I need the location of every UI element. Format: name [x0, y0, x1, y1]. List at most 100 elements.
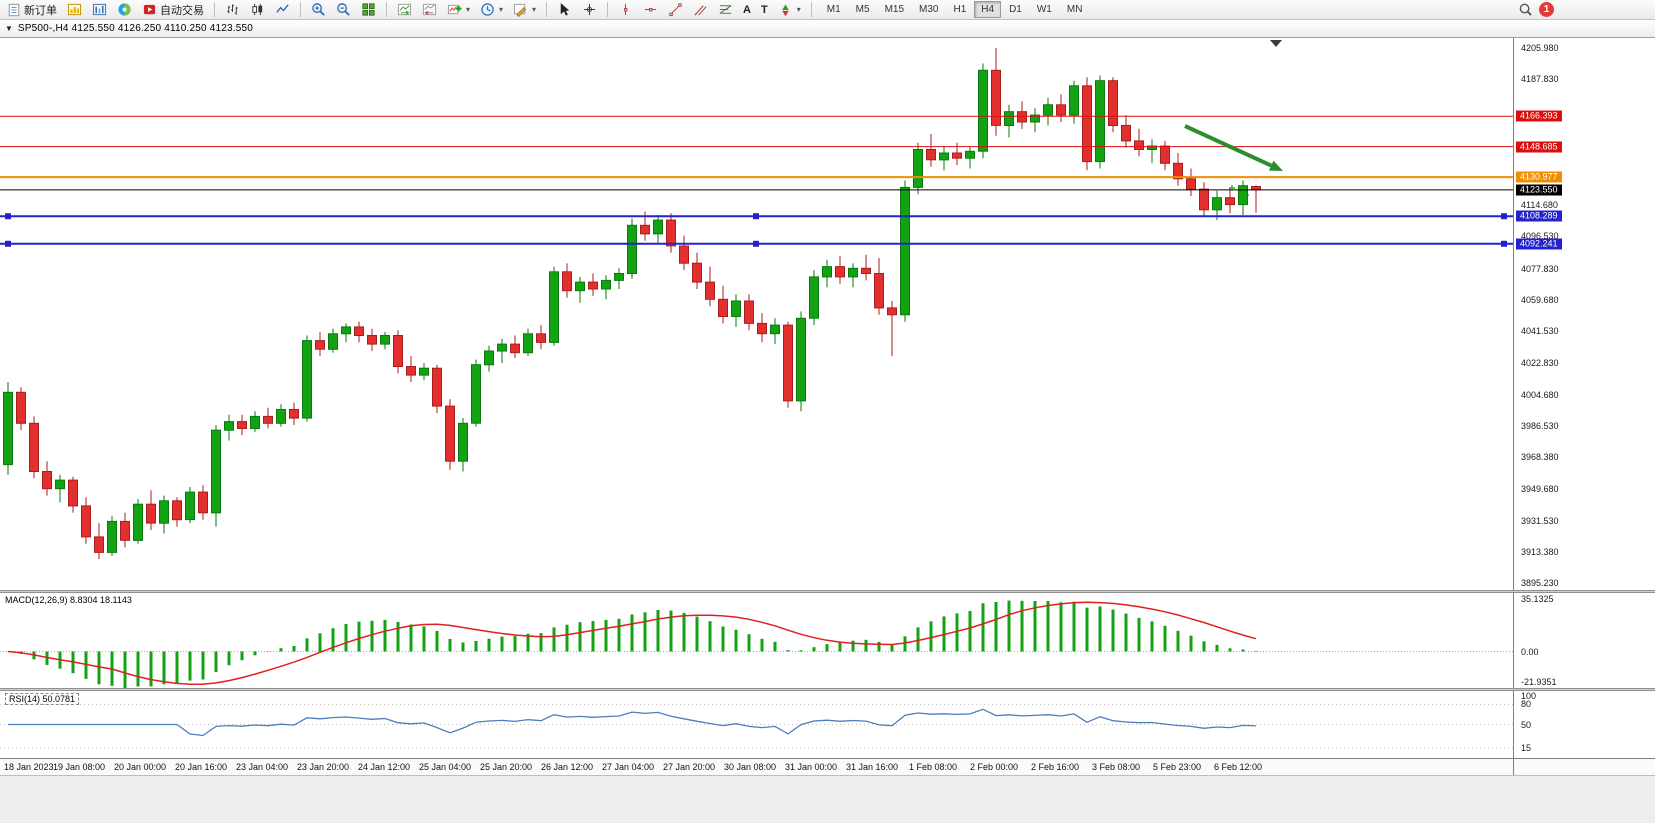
- horizontal-line-icon: [643, 2, 658, 17]
- time-axis-label: 27 Jan 20:00: [662, 762, 716, 772]
- rsi-axis-label: 50: [1521, 719, 1532, 730]
- template-icon: [513, 2, 528, 17]
- macd-axis-label: 35.1325: [1521, 594, 1554, 604]
- channel-icon: [693, 2, 708, 17]
- price-axis-label: 4004.680: [1521, 389, 1559, 400]
- toolbar-separator: [300, 2, 301, 17]
- candlestick-chart-button[interactable]: [246, 1, 269, 19]
- toolbar-separator: [386, 2, 387, 17]
- search-button[interactable]: [1514, 1, 1537, 19]
- rsi-levels: [0, 703, 1513, 749]
- panel-divider[interactable]: [0, 688, 1655, 691]
- candles-layer: [3, 48, 1261, 560]
- shapes-dropdown-caret[interactable]: ▾: [796, 5, 801, 14]
- auto-scroll-button[interactable]: [393, 1, 416, 19]
- periods-dropdown-caret[interactable]: ▾: [499, 5, 504, 14]
- market-watch-button[interactable]: [88, 1, 111, 19]
- templates-dropdown-caret[interactable]: ▾: [532, 5, 537, 14]
- tile-windows-button[interactable]: [357, 1, 380, 19]
- panel-divider[interactable]: [0, 590, 1655, 593]
- crosshair-button[interactable]: [578, 1, 601, 19]
- channel-tool-button[interactable]: [689, 1, 712, 19]
- timeframe-button-d1[interactable]: D1: [1002, 1, 1029, 18]
- bar-chart-button[interactable]: [221, 1, 244, 19]
- time-axis-label: 26 Jan 12:00: [540, 762, 594, 772]
- macd-plot-svg[interactable]: [0, 593, 1513, 688]
- price-axis-label: 4059.680: [1521, 294, 1559, 305]
- macd-signal-line: [7, 601, 1257, 686]
- time-axis-label: 2 Feb 00:00: [969, 762, 1019, 772]
- label-tool-button[interactable]: T: [757, 1, 772, 19]
- periods-button[interactable]: ▾: [476, 1, 507, 19]
- time-axis[interactable]: 18 Jan 2023 19 Jan 08:00 20 Jan 00:00 20 Ja…: [0, 758, 1513, 775]
- horizontal-line-tool-button[interactable]: [639, 1, 662, 19]
- autotrading-icon: [142, 2, 157, 17]
- tile-windows-icon: [361, 2, 376, 17]
- templates-button[interactable]: ▾: [509, 1, 540, 19]
- fibonacci-tool-button[interactable]: [714, 1, 737, 19]
- timeframe-button-h1[interactable]: H1: [946, 1, 973, 18]
- timeframe-button-m30[interactable]: M30: [912, 1, 945, 18]
- cursor-icon: [557, 2, 572, 17]
- window-background: [0, 775, 1655, 823]
- rsi-axis-label: 100: [1521, 691, 1537, 701]
- new-order-button[interactable]: 新订单: [3, 1, 61, 19]
- price-tick-marker: [1243, 192, 1249, 198]
- rsi-axis-label: 15: [1521, 743, 1532, 753]
- timeframe-button-w1[interactable]: W1: [1030, 1, 1059, 18]
- price-axis-label: 3986.530: [1521, 420, 1559, 431]
- chart-shift-button[interactable]: [418, 1, 441, 19]
- market-watch-icon: [92, 2, 107, 17]
- rsi-panel[interactable]: RSI(14) 50.0781: [0, 691, 1513, 758]
- auto-scroll-icon: [397, 2, 412, 17]
- charts-button[interactable]: [63, 1, 86, 19]
- price-axis[interactable]: 4205.980 4187.830 4114.680 4096.530 4077.830…: [1513, 38, 1655, 590]
- time-axis-label: 27 Jan 04:00: [601, 762, 655, 772]
- rsi-axis[interactable]: 100 80 50 15: [1513, 691, 1655, 758]
- price-line-badge: 4148.685: [1516, 141, 1562, 153]
- zoom-in-button[interactable]: [307, 1, 330, 19]
- autotrading-button[interactable]: 自动交易: [138, 1, 208, 19]
- indicators-dropdown-caret[interactable]: ▾: [466, 5, 471, 14]
- rsi-line: [8, 708, 1257, 737]
- rsi-plot-svg[interactable]: [0, 691, 1513, 758]
- price-axis-label: 4114.680: [1521, 200, 1558, 211]
- timeframe-button-m1[interactable]: M1: [820, 1, 848, 18]
- chart-menu-icon[interactable]: ▼: [5, 23, 13, 33]
- price-line-badge: 4166.393: [1516, 110, 1562, 122]
- price-axis-label: 4077.830: [1521, 263, 1559, 274]
- timeframe-button-h4[interactable]: H4: [974, 1, 1002, 18]
- price-chart[interactable]: [0, 38, 1513, 590]
- price-axis-label: 3895.230: [1521, 578, 1559, 588]
- timeframe-button-m15[interactable]: M15: [878, 1, 911, 18]
- horizontal-lines-layer: [0, 115, 1513, 247]
- indicators-button[interactable]: ▾: [443, 1, 474, 19]
- price-plot-svg[interactable]: [0, 38, 1513, 590]
- vertical-line-tool-button[interactable]: [614, 1, 637, 19]
- text-tool-icon: A: [743, 3, 751, 16]
- trendline-tool-button[interactable]: [664, 1, 687, 19]
- toolbar-separator: [607, 2, 609, 17]
- chart-folder-icon: [67, 2, 82, 17]
- cursor-button[interactable]: [553, 1, 576, 19]
- timeframe-button-mn[interactable]: MN: [1060, 1, 1090, 18]
- price-axis-label: 4022.830: [1521, 358, 1559, 369]
- notification-badge[interactable]: 1: [1539, 2, 1554, 17]
- zoom-out-button[interactable]: [332, 1, 355, 19]
- zoom-in-icon: [311, 2, 326, 17]
- autotrading-label: 自动交易: [160, 4, 204, 17]
- macd-panel[interactable]: MACD(12,26,9) 8.8304 18.1143: [0, 593, 1513, 688]
- price-axis-label: 3913.380: [1521, 546, 1559, 557]
- timeframe-button-m5[interactable]: M5: [849, 1, 877, 18]
- time-axis-label: 19 Jan 08:00: [52, 762, 106, 772]
- text-tool-button[interactable]: A: [739, 1, 755, 19]
- time-axis-label: 31 Jan 00:00: [784, 762, 838, 772]
- toolbar-separator: [214, 2, 215, 17]
- macd-axis[interactable]: 35.1325 0.00 -21.9351: [1513, 593, 1655, 688]
- community-button[interactable]: [113, 1, 136, 19]
- bar-chart-icon: [225, 2, 240, 17]
- line-chart-button[interactable]: [271, 1, 294, 19]
- time-axis-label: 23 Jan 20:00: [296, 762, 350, 772]
- price-line-badge: 4123.550: [1516, 184, 1562, 196]
- shapes-tool-button[interactable]: ▾: [774, 1, 805, 19]
